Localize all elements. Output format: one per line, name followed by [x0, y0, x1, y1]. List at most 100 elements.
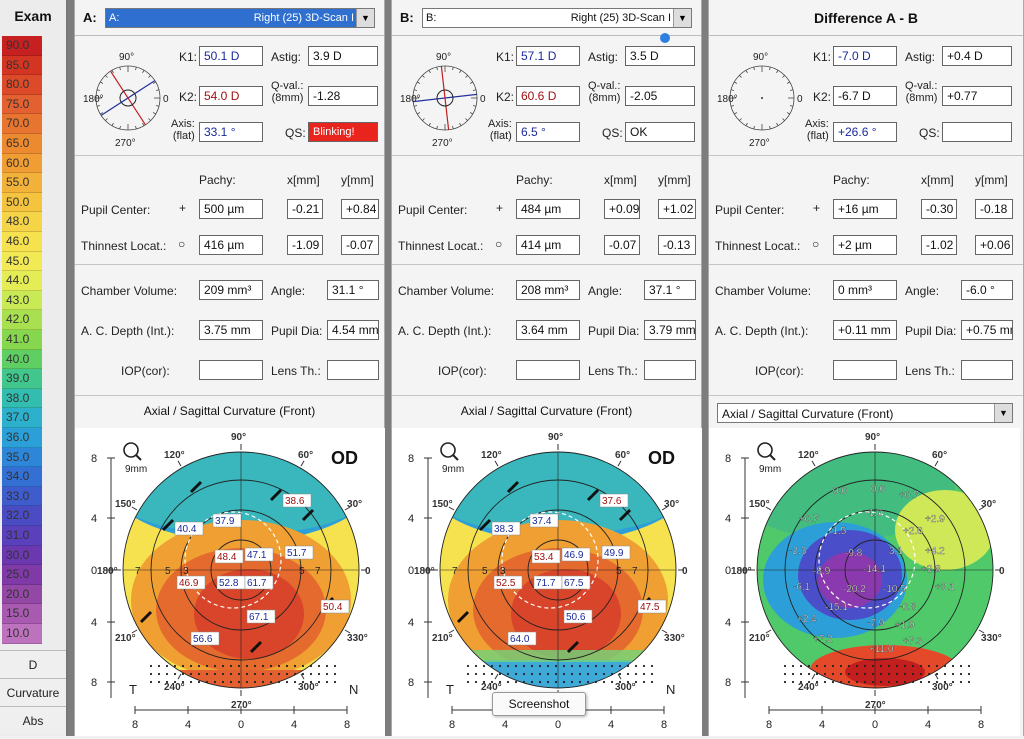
thin-pachy-field[interactable]: +2 µm — [833, 235, 897, 255]
x-header: x[mm] — [287, 173, 320, 187]
k2-field[interactable]: 60.6 D — [516, 86, 580, 106]
chevron-down-icon[interactable]: ▼ — [673, 9, 691, 27]
qval-field[interactable]: -2.05 — [625, 86, 695, 106]
curvature-map[interactable]: 90°120°150°180°210°240°270°300°330°030°6… — [392, 428, 703, 736]
pupil-y-field[interactable]: +0.84 — [341, 199, 379, 219]
pupil-dia-field[interactable]: 3.79 mm — [644, 320, 696, 340]
pupil-pachy-field[interactable]: 484 µm — [516, 199, 580, 219]
k1-field[interactable]: -7.0 D — [833, 46, 897, 66]
thin-pachy-field[interactable]: 416 µm — [199, 235, 263, 255]
ac-depth-field[interactable]: 3.64 mm — [516, 320, 580, 340]
pupil-x-field[interactable]: +0.09 — [604, 199, 640, 219]
pupil-center-label: Pupil Center: — [81, 203, 151, 217]
abs-button[interactable]: Abs — [0, 706, 66, 734]
map-tick-v: 4 — [725, 513, 731, 525]
k2-field[interactable]: 54.0 D — [199, 86, 263, 106]
pupil-pachy-field[interactable]: +16 µm — [833, 199, 897, 219]
ring-label: 5 — [616, 566, 622, 577]
polar-label: 0 — [480, 94, 486, 105]
map-type-select[interactable]: Axial / Sagittal Curvature (Front) ▼ — [717, 403, 1013, 423]
pupil-center-label: Pupil Center: — [398, 203, 468, 217]
iop-field[interactable] — [833, 360, 897, 380]
iop-field[interactable] — [516, 360, 580, 380]
curvature-value-label: 48.4 — [217, 552, 237, 563]
qs-field[interactable]: OK — [625, 122, 695, 142]
scale-title: Exam — [14, 8, 52, 24]
zoom-icon[interactable] — [123, 442, 139, 458]
astig-field[interactable]: 3.9 D — [308, 46, 378, 66]
pupil-dia-field[interactable]: 4.54 mm — [327, 320, 379, 340]
chamber-volume-field[interactable]: 209 mm³ — [199, 280, 263, 300]
pupil-center-label: Pupil Center: — [715, 203, 785, 217]
plus-icon: + — [496, 201, 504, 215]
axis-field[interactable]: +26.6 ° — [833, 122, 897, 142]
chamber-volume-field[interactable]: 0 mm³ — [833, 280, 897, 300]
lens-th-field[interactable] — [644, 360, 696, 380]
qval-field[interactable]: -1.28 — [308, 86, 378, 106]
zoom-icon[interactable] — [757, 442, 773, 458]
thin-y-field[interactable]: +0.06 — [975, 235, 1013, 255]
thin-pachy-field[interactable]: 414 µm — [516, 235, 580, 255]
curvature-value-label: 46.9 — [564, 550, 584, 561]
axis-field[interactable]: 33.1 ° — [199, 122, 263, 142]
scale-swatch: 80.0 — [2, 75, 42, 95]
lens-th-field[interactable] — [961, 360, 1013, 380]
pupil-x-field[interactable]: -0.21 — [287, 199, 323, 219]
exam-b-select[interactable]: B: Right (25) 3D-Scan I ▼ — [422, 8, 692, 28]
qs-field[interactable]: Blinking! — [308, 122, 378, 142]
thin-x-field[interactable]: -0.07 — [604, 235, 640, 255]
map-tick-v: 8 — [408, 677, 414, 689]
map-angle-label: 90° — [865, 432, 880, 443]
keratometry-polar-diagram: 90° 180° 270° 0 — [400, 52, 486, 146]
scale-swatch: 30.0 — [2, 545, 42, 566]
k1-field[interactable]: 50.1 D — [199, 46, 263, 66]
unit-d-button[interactable]: D — [0, 650, 66, 678]
angle-field[interactable]: -6.0 ° — [961, 280, 1013, 300]
thin-x-field[interactable]: -1.02 — [921, 235, 957, 255]
map-tick-h: 8 — [661, 719, 667, 731]
pupil-x-field[interactable]: -0.30 — [921, 199, 957, 219]
chevron-down-icon[interactable]: ▼ — [994, 404, 1012, 422]
ac-depth-field[interactable]: +0.11 mm — [833, 320, 897, 340]
axis-field[interactable]: 6.5 ° — [516, 122, 580, 142]
splitter-handle[interactable] — [660, 33, 670, 43]
polar-label: 180° — [717, 94, 738, 105]
astig-field[interactable]: 3.5 D — [625, 46, 695, 66]
circle-icon: ○ — [178, 237, 186, 251]
ac-depth-field[interactable]: 3.75 mm — [199, 320, 263, 340]
difference-value-label: -1.5 — [829, 526, 847, 537]
pupil-dia-field[interactable]: +0.75 mm — [961, 320, 1013, 340]
iop-field[interactable] — [199, 360, 263, 380]
zoom-icon[interactable] — [440, 442, 456, 458]
k1-field[interactable]: 57.1 D — [516, 46, 580, 66]
k2-field[interactable]: -6.7 D — [833, 86, 897, 106]
pupil-y-field[interactable]: -0.18 — [975, 199, 1013, 219]
chamber-volume-field[interactable]: 208 mm³ — [516, 280, 580, 300]
qval-label: Q-val.: (8mm) — [588, 80, 621, 104]
thin-y-field[interactable]: -0.07 — [341, 235, 379, 255]
plus-icon: + — [813, 201, 821, 215]
x-header: x[mm] — [604, 173, 637, 187]
scale-swatch: 42.0 — [2, 310, 42, 330]
chevron-down-icon[interactable]: ▼ — [356, 9, 374, 27]
thin-y-field[interactable]: -0.13 — [658, 235, 696, 255]
plus-icon: + — [179, 201, 187, 215]
thinnest-locat-label: Thinnest Locat.: — [715, 239, 801, 253]
qs-field[interactable] — [942, 122, 1012, 142]
angle-field[interactable]: 37.1 ° — [644, 280, 696, 300]
lens-th-field[interactable] — [327, 360, 379, 380]
difference-value-label: +2.8 — [921, 564, 941, 575]
astig-field[interactable]: +0.4 D — [942, 46, 1012, 66]
difference-value-label: -6.1 — [793, 582, 811, 593]
map-tick-v: 8 — [725, 677, 731, 689]
pachymetry-section: Pachy: x[mm] y[mm] Pupil Center: +500 µm -0.2… — [75, 157, 384, 265]
pupil-pachy-field[interactable]: 500 µm — [199, 199, 263, 219]
angle-field[interactable]: 31.1 ° — [327, 280, 379, 300]
curvature-button[interactable]: Curvature — [0, 678, 66, 706]
qval-field[interactable]: +0.77 — [942, 86, 1012, 106]
pupil-y-field[interactable]: +1.02 — [658, 199, 696, 219]
thin-x-field[interactable]: -1.09 — [287, 235, 323, 255]
exam-a-select[interactable]: A: Right (25) 3D-Scan I ▼ — [105, 8, 375, 28]
